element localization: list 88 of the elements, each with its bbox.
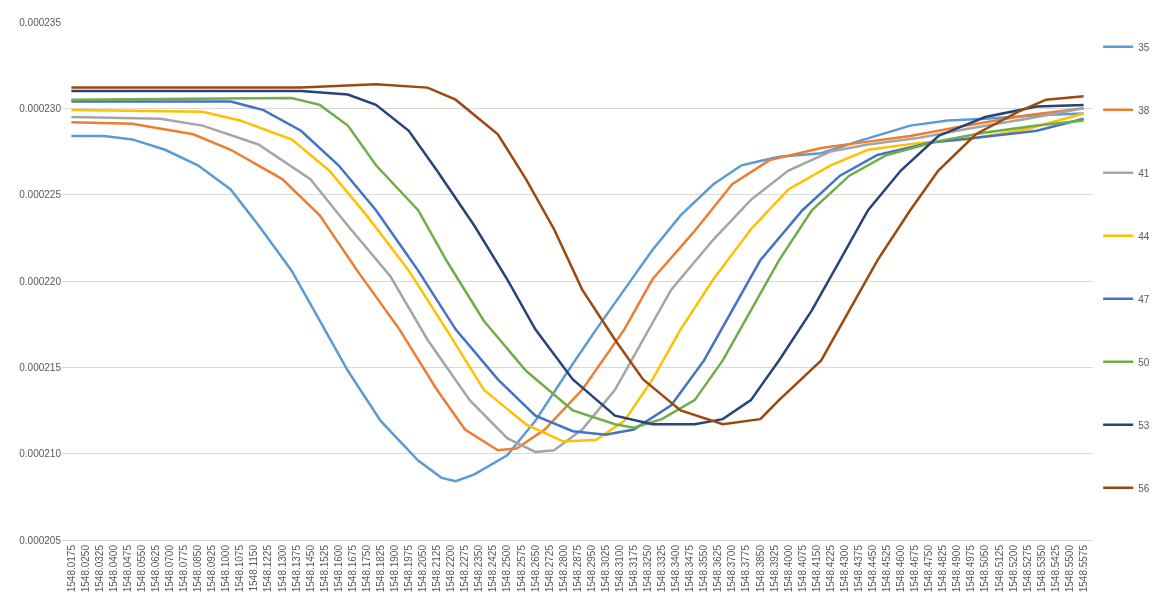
x-tick-label: 1548.5575 — [1077, 544, 1089, 593]
x-tick-label: 1548.5275 — [1021, 544, 1033, 593]
x-tick-label: 1548.2725 — [543, 544, 555, 593]
x-tick-label: 1548.3025 — [599, 544, 611, 593]
x-tick-label: 1548.3325 — [656, 544, 668, 593]
x-tick-label: 1548.4150 — [810, 544, 822, 593]
x-tick-label: 1548.4000 — [782, 544, 794, 593]
x-tick-label: 1548.3850 — [754, 544, 766, 593]
x-tick-label: 1548.3100 — [613, 544, 625, 593]
x-tick-label: 1548.3625 — [712, 544, 724, 593]
x-tick-label: 1548.0400 — [107, 544, 119, 593]
x-tick-label: 1548.5425 — [1049, 544, 1061, 593]
x-tick-label: 1548.0250 — [79, 544, 91, 593]
x-tick-label: 1548.2425 — [487, 544, 499, 593]
x-tick-label: 1548.1900 — [388, 544, 400, 593]
legend-label: 50 — [1138, 356, 1150, 368]
x-tick-label: 1548.4675 — [909, 544, 921, 593]
x-tick-label: 1548.1075 — [234, 544, 246, 593]
legend-label: 47 — [1138, 293, 1150, 305]
y-tick-label: 0.000215 — [19, 361, 62, 373]
x-tick-label: 1548.4300 — [838, 544, 850, 593]
x-tick-label: 1548.3700 — [726, 544, 738, 593]
x-tick-label: 1548.5500 — [1063, 544, 1075, 593]
x-tick-label: 1548.1450 — [304, 544, 316, 593]
x-tick-label: 1548.2500 — [501, 544, 513, 593]
x-tick-label: 1548.2050 — [417, 544, 429, 593]
x-tick-label: 1548.1975 — [403, 544, 415, 593]
x-tick-label: 1548.1675 — [346, 544, 358, 593]
y-tick-label: 0.000205 — [19, 534, 62, 546]
legend-label: 56 — [1138, 482, 1150, 494]
x-tick-label: 1548.4375 — [852, 544, 864, 593]
legend-label: 35 — [1138, 41, 1150, 53]
x-tick-label: 1548.1825 — [374, 544, 386, 593]
x-tick-label: 1548.4225 — [824, 544, 836, 593]
x-tick-label: 1548.2275 — [459, 544, 471, 593]
x-tick-label: 1548.0775 — [178, 544, 190, 593]
x-tick-label: 1548.1375 — [290, 544, 302, 593]
x-tick-label: 1548.4525 — [881, 544, 893, 593]
x-tick-label: 1548.0850 — [192, 544, 204, 593]
legend-label: 41 — [1138, 167, 1150, 179]
x-tick-label: 1548.4075 — [796, 544, 808, 593]
x-tick-label: 1548.2200 — [445, 544, 457, 593]
x-tick-label: 1548.1750 — [360, 544, 372, 593]
x-tick-label: 1548.2950 — [585, 544, 597, 593]
x-tick-label: 1548.0175 — [65, 544, 77, 593]
x-tick-label: 1548.5350 — [1035, 544, 1047, 593]
x-tick-label: 1548.0700 — [164, 544, 176, 593]
x-tick-label: 1548.3250 — [642, 544, 654, 593]
y-tick-label: 0.000220 — [19, 275, 62, 287]
x-tick-label: 1548.1225 — [262, 544, 274, 593]
x-tick-label: 1548.0925 — [206, 544, 218, 593]
y-tick-label: 0.000225 — [19, 189, 62, 201]
x-tick-label: 1548.2800 — [557, 544, 569, 593]
x-tick-label: 1548.0325 — [93, 544, 105, 593]
x-tick-label: 1548.1000 — [220, 544, 232, 593]
x-tick-label: 1548.1300 — [276, 544, 288, 593]
x-tick-label: 1548.1600 — [332, 544, 344, 593]
y-tick-label: 0.000230 — [19, 102, 62, 114]
x-tick-label: 1548.5200 — [1007, 544, 1019, 593]
x-tick-label: 1548.1150 — [248, 544, 260, 592]
x-tick-label: 1548.4600 — [895, 544, 907, 593]
x-tick-label: 1548.4825 — [937, 544, 949, 593]
legend-label: 53 — [1138, 419, 1150, 431]
x-tick-label: 1548.2875 — [571, 544, 583, 593]
x-tick-label: 1548.3475 — [684, 544, 696, 593]
x-tick-label: 1548.1525 — [318, 544, 330, 593]
x-tick-label: 1548.3550 — [698, 544, 710, 593]
x-tick-label: 1548.4975 — [965, 544, 977, 593]
x-tick-label: 1548.5050 — [979, 544, 991, 593]
legend-label: 44 — [1138, 230, 1150, 242]
x-tick-label: 1548.2650 — [529, 544, 541, 593]
x-tick-label: 1548.2575 — [515, 544, 527, 593]
x-tick-label: 1548.0625 — [149, 544, 161, 593]
x-tick-label: 1548.2125 — [431, 544, 443, 593]
x-tick-label: 1548.3925 — [768, 544, 780, 593]
x-tick-label: 1548.4900 — [951, 544, 963, 593]
legend-label: 38 — [1138, 104, 1150, 116]
y-tick-label: 0.000235 — [19, 16, 62, 28]
y-tick-label: 0.000210 — [19, 448, 62, 460]
x-tick-label: 1548.0475 — [121, 544, 133, 593]
x-tick-label: 1548.2350 — [473, 544, 485, 593]
x-tick-label: 1548.4450 — [866, 544, 878, 593]
x-tick-label: 1548.3775 — [740, 544, 752, 593]
x-tick-label: 1548.3400 — [670, 544, 682, 593]
x-tick-label: 1548.4750 — [923, 544, 935, 593]
x-tick-label: 1548.0550 — [135, 544, 147, 593]
x-tick-label: 1548.3175 — [627, 544, 639, 593]
x-tick-label: 1548.5125 — [993, 544, 1005, 593]
